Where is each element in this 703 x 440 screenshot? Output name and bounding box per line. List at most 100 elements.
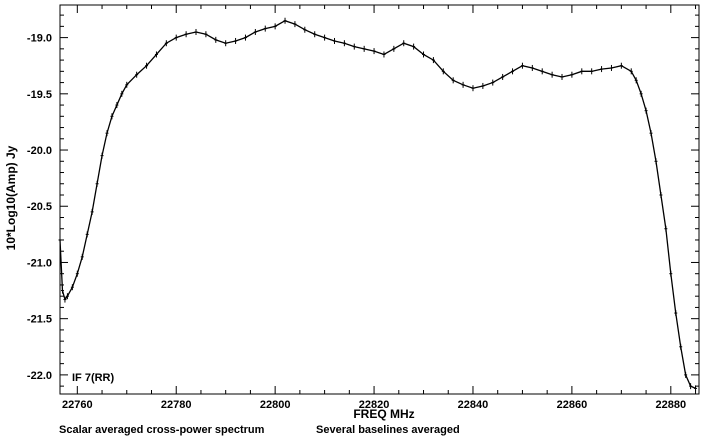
x-axis-title: FREQ MHz <box>353 407 414 421</box>
data-point <box>174 34 178 41</box>
y-tick-labels: -19.0 -19.5 -20.0 -20.5 -21.0 -21.5 -22.0 <box>27 33 52 382</box>
data-point <box>609 64 613 71</box>
data-point <box>75 270 79 277</box>
data-point <box>580 68 584 75</box>
data-point <box>80 253 84 260</box>
series-line <box>59 20 696 389</box>
y-tick-label: -21.0 <box>27 257 52 269</box>
data-point <box>659 192 663 199</box>
data-point <box>85 231 89 238</box>
data-point <box>412 43 416 50</box>
data-point <box>253 28 257 35</box>
data-point <box>342 40 346 47</box>
footer-left-text: Scalar averaged cross-power spectrum <box>59 424 265 436</box>
data-point <box>639 90 643 97</box>
data-point <box>402 40 406 47</box>
x-tick-label: 22780 <box>161 399 192 411</box>
data-point <box>382 51 386 58</box>
data-point <box>283 17 287 24</box>
data-point <box>224 40 228 47</box>
data-point <box>664 225 668 232</box>
data-point <box>63 296 67 303</box>
data-point <box>461 81 465 88</box>
data-point <box>115 102 119 109</box>
data-point <box>65 293 69 300</box>
data-point <box>674 310 678 317</box>
data-point <box>481 82 485 89</box>
data-point <box>392 45 396 52</box>
data-points <box>58 17 698 392</box>
data-point <box>154 51 158 58</box>
data-point <box>234 37 238 44</box>
data-point <box>194 28 198 35</box>
data-point <box>164 40 168 47</box>
data-point <box>560 73 564 80</box>
data-point <box>135 71 139 78</box>
data-point <box>689 383 693 390</box>
plot-frame <box>59 4 700 395</box>
data-point <box>303 26 307 33</box>
data-point <box>600 66 604 73</box>
data-point <box>471 85 475 92</box>
data-point <box>540 68 544 75</box>
data-point <box>619 62 623 69</box>
data-point <box>629 68 633 75</box>
data-point <box>204 31 208 38</box>
annotation-label: IF 7(RR) <box>72 372 115 384</box>
data-point <box>332 37 336 44</box>
data-point <box>372 48 376 55</box>
data-point <box>70 284 74 291</box>
data-point <box>263 25 267 32</box>
y-tick-label: -20.0 <box>27 145 52 157</box>
y-tick-label: -21.5 <box>27 314 52 326</box>
axis-ticks <box>60 5 699 394</box>
data-point <box>313 31 317 38</box>
data-point <box>120 90 124 97</box>
data-point <box>644 107 648 114</box>
x-tick-label: 22840 <box>458 399 489 411</box>
data-point <box>184 31 188 38</box>
data-point <box>323 34 327 41</box>
y-tick-label: -20.5 <box>27 201 52 213</box>
x-tick-label: 22880 <box>656 399 687 411</box>
data-point <box>422 51 426 58</box>
y-tick-label: -19.5 <box>27 89 52 101</box>
y-tick-label: -22.0 <box>27 370 52 382</box>
data-point <box>105 130 109 137</box>
data-point <box>95 180 99 187</box>
data-point <box>125 81 129 88</box>
x-tick-label: 22800 <box>260 399 291 411</box>
data-point <box>90 208 94 215</box>
data-point <box>352 43 356 50</box>
data-point <box>100 152 104 159</box>
x-tick-label: 22860 <box>557 399 588 411</box>
data-point <box>362 45 366 52</box>
data-point <box>590 68 594 75</box>
data-point <box>60 287 64 294</box>
data-point <box>654 158 658 165</box>
data-point <box>501 73 505 80</box>
data-point <box>550 71 554 78</box>
data-point <box>293 21 297 28</box>
data-point <box>530 64 534 71</box>
data-point <box>214 36 218 43</box>
data-point <box>273 23 277 30</box>
x-tick-label: 22760 <box>62 399 93 411</box>
data-point <box>684 371 688 378</box>
data-point <box>634 77 638 84</box>
data-point <box>649 130 653 137</box>
data-point <box>145 62 149 69</box>
data-point <box>679 343 683 350</box>
data-point <box>511 68 515 75</box>
data-point <box>243 34 247 41</box>
data-point <box>431 57 435 64</box>
data-point <box>441 68 445 75</box>
y-axis-title: 10*Log10(Amp) Jy <box>4 145 18 250</box>
x-tick-label: 22820 <box>359 399 390 411</box>
data-point <box>669 270 673 277</box>
data-point <box>491 79 495 86</box>
footer-right-text: Several baselines averaged <box>316 424 460 436</box>
y-tick-label: -19.0 <box>27 33 52 45</box>
x-tick-labels: 22760 22780 22800 22820 22840 22860 22880 <box>62 399 686 411</box>
